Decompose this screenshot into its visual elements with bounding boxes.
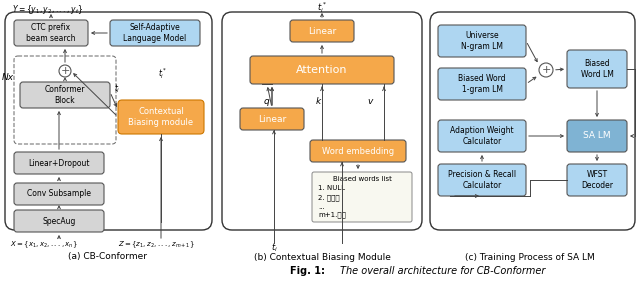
FancyBboxPatch shape xyxy=(222,12,422,230)
Text: Linear+Dropout: Linear+Dropout xyxy=(28,158,90,168)
Text: q: q xyxy=(263,98,269,106)
Text: Precision & Recall
Calculator: Precision & Recall Calculator xyxy=(448,170,516,190)
FancyBboxPatch shape xyxy=(20,82,110,108)
Text: Conformer
Block: Conformer Block xyxy=(45,85,85,105)
Text: 2. 外星空: 2. 外星空 xyxy=(318,195,340,201)
Text: $X=\{x_1,x_2,...,x_n\}$: $X=\{x_1,x_2,...,x_n\}$ xyxy=(10,240,77,250)
Text: (b) Contextual Biasing Module: (b) Contextual Biasing Module xyxy=(253,253,390,261)
Text: ...: ... xyxy=(318,204,324,210)
FancyBboxPatch shape xyxy=(14,183,104,205)
Text: Conv Subsample: Conv Subsample xyxy=(27,190,91,198)
Text: v: v xyxy=(367,98,372,106)
Text: Adaption Weight
Calculator: Adaption Weight Calculator xyxy=(450,126,514,146)
Text: +: + xyxy=(60,66,70,76)
Text: CTC prefix
beam search: CTC prefix beam search xyxy=(26,23,76,43)
FancyBboxPatch shape xyxy=(250,56,394,84)
Text: Self-Adaptive
Language Model: Self-Adaptive Language Model xyxy=(124,23,187,43)
Text: k: k xyxy=(316,98,321,106)
Text: $t_i^*$: $t_i^*$ xyxy=(158,67,167,82)
FancyBboxPatch shape xyxy=(438,164,526,196)
FancyBboxPatch shape xyxy=(110,20,200,46)
Text: Contextual
Biasing module: Contextual Biasing module xyxy=(129,107,193,127)
Text: Biased
Word LM: Biased Word LM xyxy=(580,59,613,79)
Text: Attention: Attention xyxy=(296,65,348,75)
Text: Biased Word
1-gram LM: Biased Word 1-gram LM xyxy=(458,74,506,94)
Text: (c) Training Process of SA LM: (c) Training Process of SA LM xyxy=(465,253,595,261)
Text: Linear: Linear xyxy=(308,27,336,35)
FancyBboxPatch shape xyxy=(310,140,406,162)
Text: Fig. 1:: Fig. 1: xyxy=(290,266,328,276)
Text: Linear: Linear xyxy=(258,114,286,124)
FancyBboxPatch shape xyxy=(312,172,412,222)
FancyBboxPatch shape xyxy=(438,68,526,100)
Text: (a) CB-Conformer: (a) CB-Conformer xyxy=(68,253,147,261)
Text: $Y=\{y_1,y_2,...,y_t\}$: $Y=\{y_1,y_2,...,y_t\}$ xyxy=(12,3,83,15)
FancyBboxPatch shape xyxy=(14,210,104,232)
FancyBboxPatch shape xyxy=(567,50,627,88)
FancyBboxPatch shape xyxy=(430,12,635,230)
FancyBboxPatch shape xyxy=(14,20,88,46)
Text: Biased words list: Biased words list xyxy=(333,176,392,182)
Text: SpecAug: SpecAug xyxy=(42,217,76,225)
Text: m+1.字龙: m+1.字龙 xyxy=(318,212,346,218)
FancyBboxPatch shape xyxy=(14,152,104,174)
Text: $Z=\{z_1,z_2,...,z_{m+1}\}$: $Z=\{z_1,z_2,...,z_{m+1}\}$ xyxy=(118,240,195,250)
FancyBboxPatch shape xyxy=(118,100,204,134)
FancyBboxPatch shape xyxy=(290,20,354,42)
Text: WFST
Decoder: WFST Decoder xyxy=(581,170,613,190)
Text: +: + xyxy=(541,65,550,75)
Text: 1. NULL: 1. NULL xyxy=(318,185,345,191)
FancyBboxPatch shape xyxy=(240,108,304,130)
Text: Nx: Nx xyxy=(2,74,14,82)
Text: Universe
N-gram LM: Universe N-gram LM xyxy=(461,31,503,51)
FancyBboxPatch shape xyxy=(567,164,627,196)
Text: $t_i$: $t_i$ xyxy=(114,83,120,95)
Text: $t_i^*$: $t_i^*$ xyxy=(317,1,327,15)
Text: $t_i$: $t_i$ xyxy=(271,242,278,254)
FancyBboxPatch shape xyxy=(5,12,212,230)
Text: Word embedding: Word embedding xyxy=(322,146,394,156)
Text: The overall architecture for CB-Conformer: The overall architecture for CB-Conforme… xyxy=(340,266,545,276)
FancyBboxPatch shape xyxy=(438,120,526,152)
Text: SA LM: SA LM xyxy=(583,132,611,140)
FancyBboxPatch shape xyxy=(567,120,627,152)
FancyBboxPatch shape xyxy=(438,25,526,57)
